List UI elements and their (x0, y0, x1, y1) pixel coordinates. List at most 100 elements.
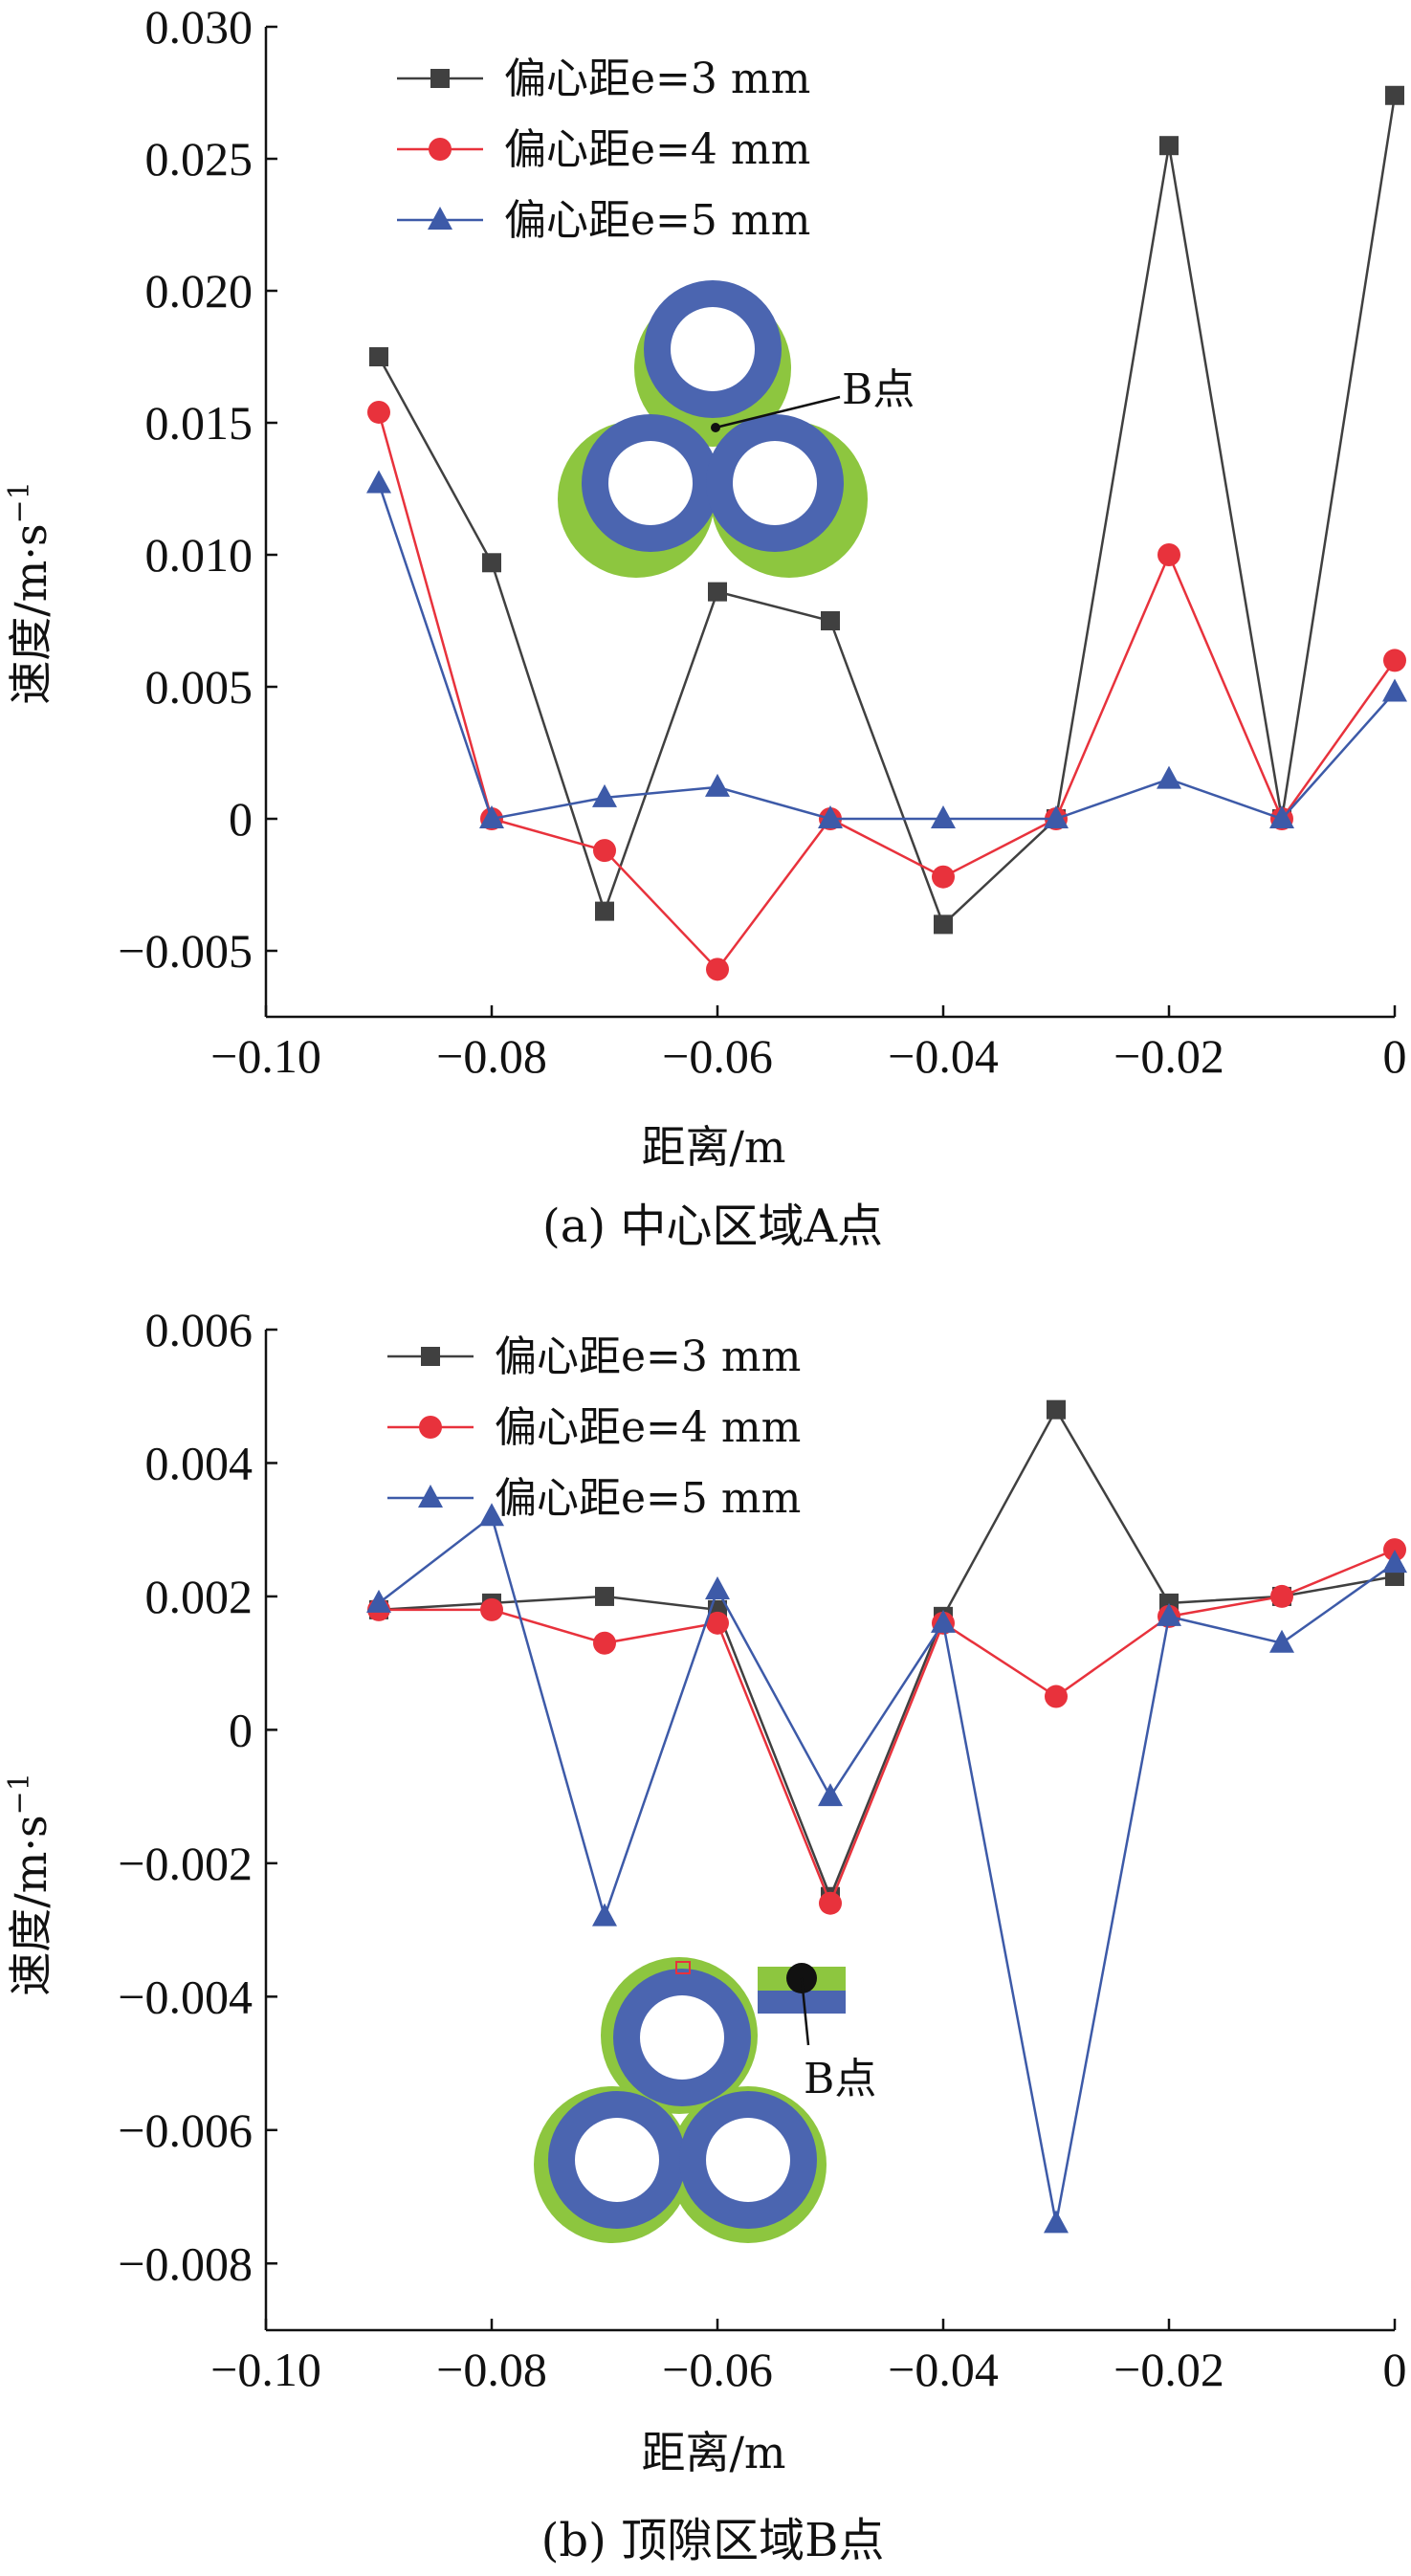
panel-a-series-3-point (1044, 805, 1069, 828)
panel-b-series-3-line (378, 1514, 1396, 2224)
panel-b-caption: (b) 顶隙区域B点 (541, 2514, 885, 2567)
inset-b-label: B点 (804, 2055, 876, 2103)
panel-b-y-axis-label-text: 速度/m·s (5, 1815, 56, 1995)
panel-a-x-axis-label: 距离/m (641, 1121, 785, 1173)
panel-b-series-2-point (706, 1611, 729, 1635)
inset-a-leader-line (715, 395, 841, 429)
panel-b-series-3-point (1269, 1629, 1294, 1653)
panel-a-x-tick-label: −0.10 (210, 1029, 321, 1083)
inset-a-label: B点 (842, 365, 915, 414)
panel-b-x-tick-label: −0.06 (662, 2343, 773, 2396)
panel-b-y-tick-label: −0.008 (118, 2236, 253, 2290)
panel-b-series-2-point (593, 1631, 616, 1655)
panel-b-series-1-line (378, 1407, 1396, 1901)
panel-b-y-axis-label: 速度/m·s−1 (3, 1772, 56, 1996)
panel-b-legend-marker-3 (418, 1485, 443, 1508)
panel-a-y-tick-label: 0.030 (145, 0, 254, 54)
panel-a-series-1-line (377, 95, 1397, 927)
panel-b-x-tick-label: 0 (1383, 2343, 1407, 2396)
panel-b-x-tick-label: −0.10 (210, 2343, 321, 2396)
inset-b-core-left (575, 2118, 659, 2202)
panel-b-inset-diagram: B点 (534, 1957, 876, 2243)
panel-b-series-3-point (818, 1783, 843, 1807)
panel-a-y-axis-label: 速度/m·s−1 (3, 481, 56, 705)
panel-b-y-tick-label: −0.002 (118, 1837, 253, 1890)
panel-a-y-tick-label: 0.010 (145, 528, 254, 582)
inset-b-core-right (706, 2118, 790, 2202)
panel-a-legend-marker-3 (428, 207, 452, 230)
panel-b-y-axis-label-sup: −1 (3, 1772, 36, 1815)
panel-a-series-1-point (821, 611, 840, 630)
panel-a-series-3-point (818, 805, 843, 828)
panel-a-y-tick-label: 0.020 (145, 264, 254, 318)
panel-b-series-3-point (1382, 1550, 1407, 1574)
panel-a-series-2-point (706, 958, 729, 981)
panel-b-x-axis-label: 距离/m (641, 2427, 785, 2478)
panel-a-series-2-point (1157, 543, 1180, 566)
panel-a-legend-label-1: 偏心距e=3 mm (504, 55, 810, 103)
panel-b-x-tick-label: −0.04 (888, 2343, 999, 2396)
panel-b-y-tick-label: −0.006 (118, 2103, 253, 2157)
panel-a-series-3-point (366, 470, 391, 494)
panel-b-y-tick-label: 0.004 (145, 1436, 254, 1489)
panel-b-legend: 偏心距e=3 mm 偏心距e=4 mm 偏心距e=5 mm (387, 1332, 801, 1523)
panel-b: −0.008 −0.006 −0.004 −0.002 0 0.002 0.004 0.006… (3, 1303, 1407, 2567)
panel-a-legend-label-2: 偏心距e=4 mm (504, 125, 810, 174)
panel-b-series-2-point (1045, 1684, 1068, 1708)
panel-b-y-tick-label: −0.004 (118, 1970, 253, 2023)
panel-a-series-1-point (1385, 85, 1404, 105)
panel-b-x-tick-label: −0.08 (436, 2343, 547, 2396)
panel-b-axes: −0.008 −0.006 −0.004 −0.002 0 0.002 0.004 0.006… (118, 1303, 1407, 2396)
panel-a-series-1-point (482, 553, 501, 573)
panel-a-series-2-line (377, 411, 1397, 972)
panel-a-y-tick-label: 0.015 (145, 396, 254, 450)
inset-b-core-top (640, 1995, 724, 2080)
inset-a-core-right (733, 441, 817, 525)
panel-b-legend-label-2: 偏心距e=4 mm (495, 1403, 801, 1452)
inset-b-location-box (675, 1961, 691, 1974)
panel-b-legend-marker-1 (421, 1347, 440, 1366)
panel-b-series-3-point (931, 1609, 956, 1633)
panel-b-x-tick-label: −0.02 (1113, 2343, 1224, 2396)
panel-a-y-tick-label: 0.005 (145, 660, 254, 714)
panel-b-series-3-point (479, 1503, 504, 1527)
panel-a-series-1-point (1159, 136, 1179, 156)
panel-a-y-axis-label-text: 速度/m·s (5, 523, 56, 704)
panel-b-series-2-point (480, 1597, 503, 1621)
panel-a-series-2-point (1383, 649, 1406, 672)
inset-b-zoom-blue (758, 1991, 846, 2014)
panel-a-series-1-point (595, 901, 614, 921)
panel-a-y-tick-label: 0 (229, 792, 253, 846)
panel-a-y-tick-label: 0.025 (145, 132, 254, 186)
panel-a-x-tick-label: −0.04 (888, 1029, 999, 1083)
panel-a: −0.005 0 0.005 0.010 0.015 0.020 0.025 0.030 −0.… (3, 0, 1407, 1253)
panel-b-series-3-point (592, 1903, 617, 1926)
panel-a-series-1-point (708, 582, 727, 602)
panel-a-series-3-point (1382, 678, 1407, 702)
panel-a-series-2-point (593, 839, 616, 863)
panel-a-x-tick-label: −0.02 (1113, 1029, 1224, 1083)
panel-b-series-2-line (379, 1548, 1396, 1907)
panel-b-series-3-point (1044, 2210, 1069, 2234)
panel-b-series-1-point (1047, 1399, 1066, 1420)
panel-b-y-tick-label: 0.002 (145, 1570, 254, 1623)
panel-a-series-1-point (369, 347, 388, 366)
panel-a-x-tick-label: −0.08 (436, 1029, 547, 1083)
panel-a-inset-diagram: B点 (558, 280, 915, 578)
panel-a-legend: 偏心距e=3 mm 偏心距e=4 mm 偏心距e=5 mm (397, 55, 810, 245)
panel-a-x-tick-label: 0 (1383, 1029, 1407, 1083)
panel-a-series-3-point (1269, 805, 1294, 828)
panel-a-legend-marker-1 (430, 69, 450, 88)
panel-a-y-tick-label: −0.005 (118, 924, 253, 978)
panel-a-caption: (a) 中心区域A点 (542, 1200, 883, 1253)
panel-a-series-3-point (705, 773, 730, 797)
panel-a-series-2-point (367, 400, 390, 424)
panel-a-y-axis-label-sup: −1 (3, 481, 36, 523)
panel-b-series-1-point (595, 1586, 614, 1606)
panel-a-legend-marker-2 (429, 138, 452, 161)
panel-b-series-2-point (819, 1891, 842, 1915)
panel-a-series-1-point (934, 914, 953, 935)
panel-a-series-3-point (1157, 765, 1181, 789)
panel-a-series-2-point (932, 865, 955, 889)
